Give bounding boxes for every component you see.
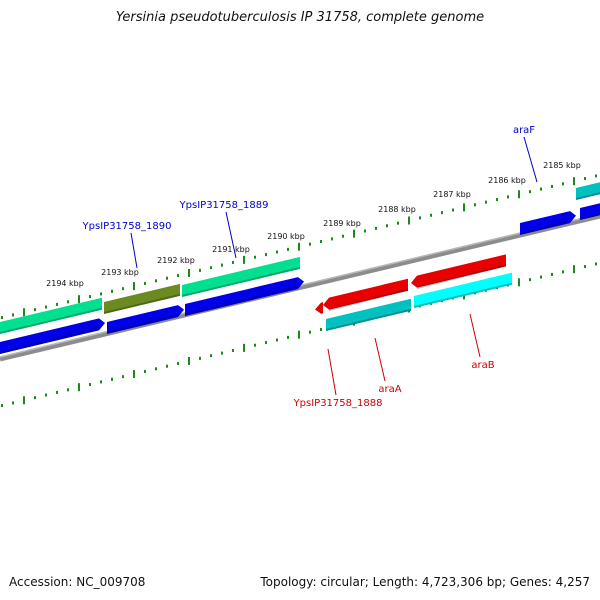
cds-feature-1 — [0, 318, 105, 354]
genome-summary-text: Topology: circular; Length: 4,723,306 bp… — [260, 575, 590, 589]
gene-feature-cyan-reverse-shade — [413, 282, 513, 308]
kbp-label: 2186 kbp — [488, 176, 526, 185]
gene-feature-cyan-reverse — [414, 272, 512, 308]
cds-features — [0, 203, 600, 354]
kbp-label: 2191 kbp — [212, 245, 250, 254]
cds-feature-5-shade — [579, 213, 600, 220]
cds-feature-1-shade — [0, 327, 100, 354]
gene-feature-ypsip31758-1891 — [0, 297, 102, 334]
cds-feature-2-shade — [106, 313, 179, 334]
gene-feature-araF — [576, 182, 600, 200]
upper-tick-marks — [1, 174, 597, 320]
gene-feature-araA-shade — [328, 288, 409, 311]
leader-line — [374, 337, 386, 382]
gene-feature-ypsip31758-1888-shade — [320, 311, 324, 315]
gene-feature-araF-shade — [575, 192, 600, 200]
kbp-label: 2188 kbp — [378, 205, 416, 214]
gene-feature-ypsip31758-1889 — [182, 256, 300, 297]
kbp-label: 2192 kbp — [157, 256, 195, 265]
map-title: Yersinia pseudotuberculosis IP 31758, co… — [115, 10, 485, 25]
cds-feature-3 — [185, 277, 304, 316]
kbp-labels: 2185 kbp 2186 kbp 2187 kbp 2188 kbp 2189 kbp… — [46, 161, 581, 288]
gene-label-ypsip31758-1889: YpsIP31758_1889 — [179, 200, 269, 211]
gene-feature-teal-reverse-shade — [325, 308, 412, 331]
label-leader-lines — [130, 136, 538, 396]
gene-label-ypsip31758-1890: YpsIP31758_1890 — [82, 221, 172, 232]
kbp-label: 2194 kbp — [46, 279, 84, 288]
gene-feature-ypsip31758-1890 — [104, 283, 180, 314]
cds-feature-2 — [107, 305, 184, 334]
kbp-label: 2189 kbp — [323, 219, 361, 228]
gene-feature-ypsip31758-1890-shade — [103, 293, 181, 314]
backbone-line — [0, 213, 600, 362]
gene-label-araB: araB — [471, 360, 494, 371]
cds-feature-4 — [520, 211, 576, 235]
leader-line — [469, 313, 481, 358]
leader-line — [130, 232, 138, 269]
kbp-label: 2193 kbp — [101, 268, 139, 277]
forward-strand-features — [0, 182, 600, 334]
gene-feature-araB-shade — [416, 264, 507, 289]
reverse-strand-features — [315, 254, 513, 331]
accession-text: Accession: NC_009708 — [9, 575, 146, 589]
gene-feature-ypsip31758-1888 — [315, 302, 323, 314]
cds-feature-4-shade — [519, 219, 571, 235]
kbp-label: 2190 kbp — [267, 232, 305, 241]
leader-line — [523, 136, 538, 183]
gene-label-araF: araF — [513, 125, 535, 136]
gene-feature-araB — [411, 254, 506, 288]
kbp-label: 2185 kbp — [543, 161, 581, 170]
gene-feature-araA — [323, 278, 408, 310]
gene-feature-teal-reverse — [326, 298, 411, 331]
gene-label-araA: araA — [378, 384, 401, 395]
leader-line — [225, 211, 237, 259]
kbp-label: 2187 kbp — [433, 190, 471, 199]
gene-feature-ypsip31758-1891-shade — [0, 307, 103, 334]
gene-feature-ypsip31758-1889-shade — [181, 266, 301, 297]
leader-line — [327, 348, 337, 396]
gene-label-ypsip31758-1888: YpsIP31758_1888 — [293, 398, 383, 409]
cds-feature-5 — [580, 203, 600, 220]
cds-feature-3-shade — [184, 285, 299, 316]
